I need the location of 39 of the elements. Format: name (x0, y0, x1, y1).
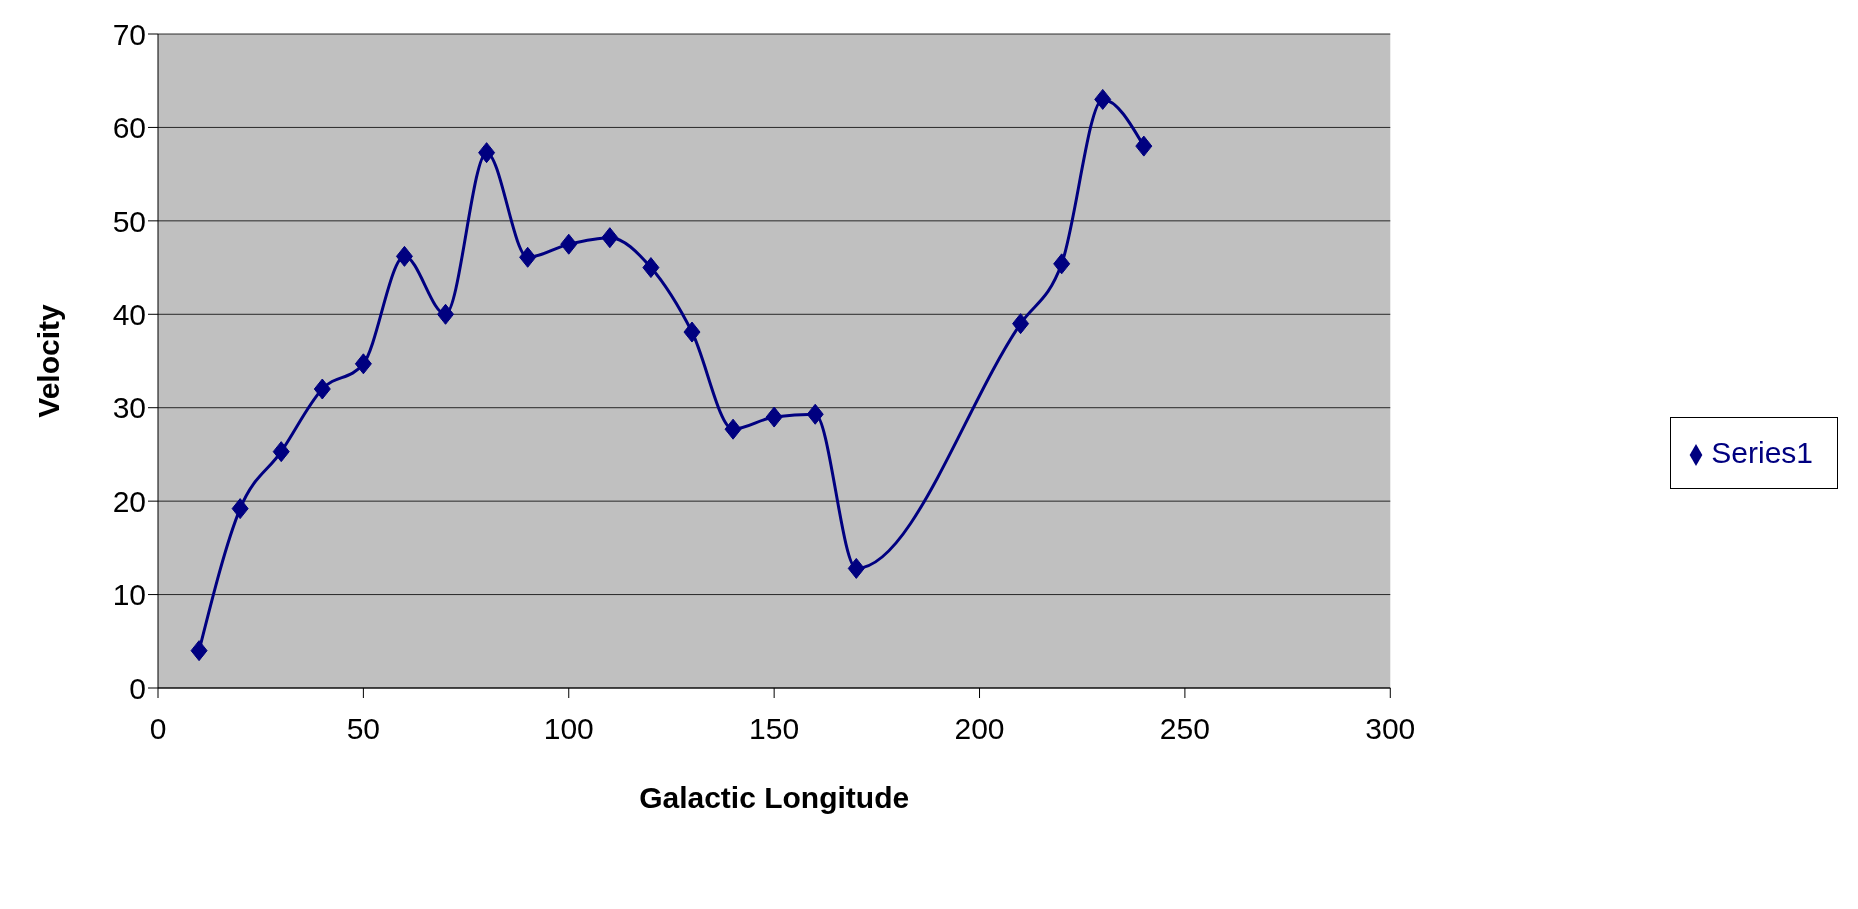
point (1053, 253, 1071, 275)
y-tick-label: 30 (112, 391, 146, 425)
x-axis-title: Galactic Longitude (639, 781, 910, 814)
y-tick-label: 40 (112, 297, 146, 331)
point (313, 378, 331, 400)
point (806, 403, 824, 425)
point (1012, 313, 1030, 335)
y-tick-label: 20 (112, 484, 146, 518)
point (190, 640, 208, 662)
x-tick-label: 100 (543, 712, 594, 746)
point (724, 418, 742, 440)
x-tick-label: 300 (1365, 712, 1416, 746)
point (847, 557, 865, 579)
point (231, 498, 249, 520)
point (272, 441, 290, 463)
x-tick-label: 0 (149, 712, 167, 746)
x-tick-label: 200 (954, 712, 1005, 746)
point (683, 321, 701, 343)
point (642, 257, 660, 279)
point (437, 303, 455, 325)
y-tick-label: 60 (112, 111, 146, 145)
point (1094, 88, 1112, 110)
point (354, 353, 372, 375)
y-tick-label: 10 (112, 578, 146, 612)
x-tick-label: 250 (1159, 712, 1210, 746)
point (478, 142, 496, 164)
y-tick-label: 0 (129, 671, 146, 705)
x-tick-label: 50 (346, 712, 381, 746)
y-axis-title: Velocity (31, 303, 65, 418)
point (395, 245, 413, 267)
point (601, 227, 619, 249)
legend-label: Series1 (1711, 436, 1813, 469)
point (519, 246, 537, 268)
x-tick-label: 150 (749, 712, 800, 746)
point (765, 406, 783, 428)
y-tick-label: 70 (112, 17, 146, 51)
y-tick-label: 50 (112, 204, 146, 238)
point (1135, 135, 1153, 157)
point (560, 233, 578, 255)
